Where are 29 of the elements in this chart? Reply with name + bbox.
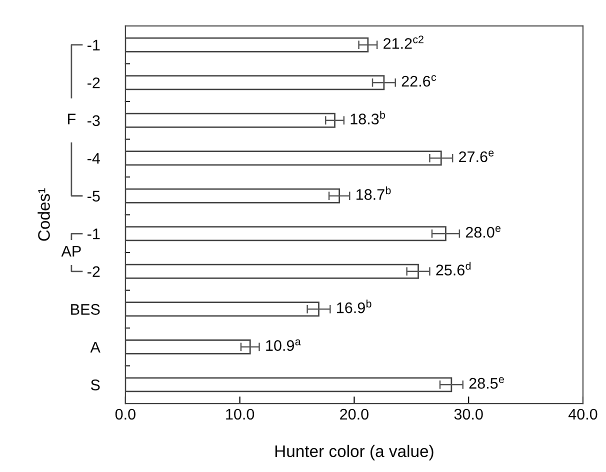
data-label: 16.9$^{b}$ (337, 300, 372, 314)
x-tick-label: 10.0 (226, 408, 254, 420)
data-label: 27.6$^{e}$ (459, 150, 494, 162)
x-tick-label: 40.0 (568, 408, 598, 420)
text: AP (61, 246, 81, 256)
y-tick-label: -3 (88, 115, 100, 126)
y-tick-label: A (90, 342, 100, 352)
text: F (68, 114, 76, 124)
data-label: 28.5$^{e}$ (469, 377, 504, 389)
data-label: 10.9$^{a}$ (266, 339, 301, 351)
y-tick-label: -1 (88, 40, 100, 50)
data-label: 22.6$^{c}$ (402, 75, 436, 87)
data-label: 21.2$^{c2}$ (384, 36, 424, 49)
x-tick-label: 0.0 (115, 408, 136, 420)
data-label: 28.0$^{e}$ (466, 226, 501, 238)
data-label: 18.3$^{b}$ (350, 110, 386, 124)
y-tick-label: BES (71, 304, 100, 315)
x-tick-label: 20.0 (340, 408, 368, 420)
y-tick-label: -4 (88, 153, 100, 164)
data-label: 25.6$^{d}$ (436, 262, 471, 276)
y-tick-label: -2 (88, 77, 100, 88)
y-tick-label: -5 (88, 190, 100, 202)
x-axis-title: Hunter color (a value) (275, 444, 434, 460)
x-tick-label: 30.0 (454, 408, 483, 420)
y-tick-label: -1 (88, 228, 100, 240)
y-tick-label: S (90, 380, 100, 390)
y-tick-label: -2 (88, 266, 100, 277)
y-axis-title: Codes¹ (38, 188, 50, 241)
data-label: 18.7$^{b}$ (356, 186, 391, 200)
